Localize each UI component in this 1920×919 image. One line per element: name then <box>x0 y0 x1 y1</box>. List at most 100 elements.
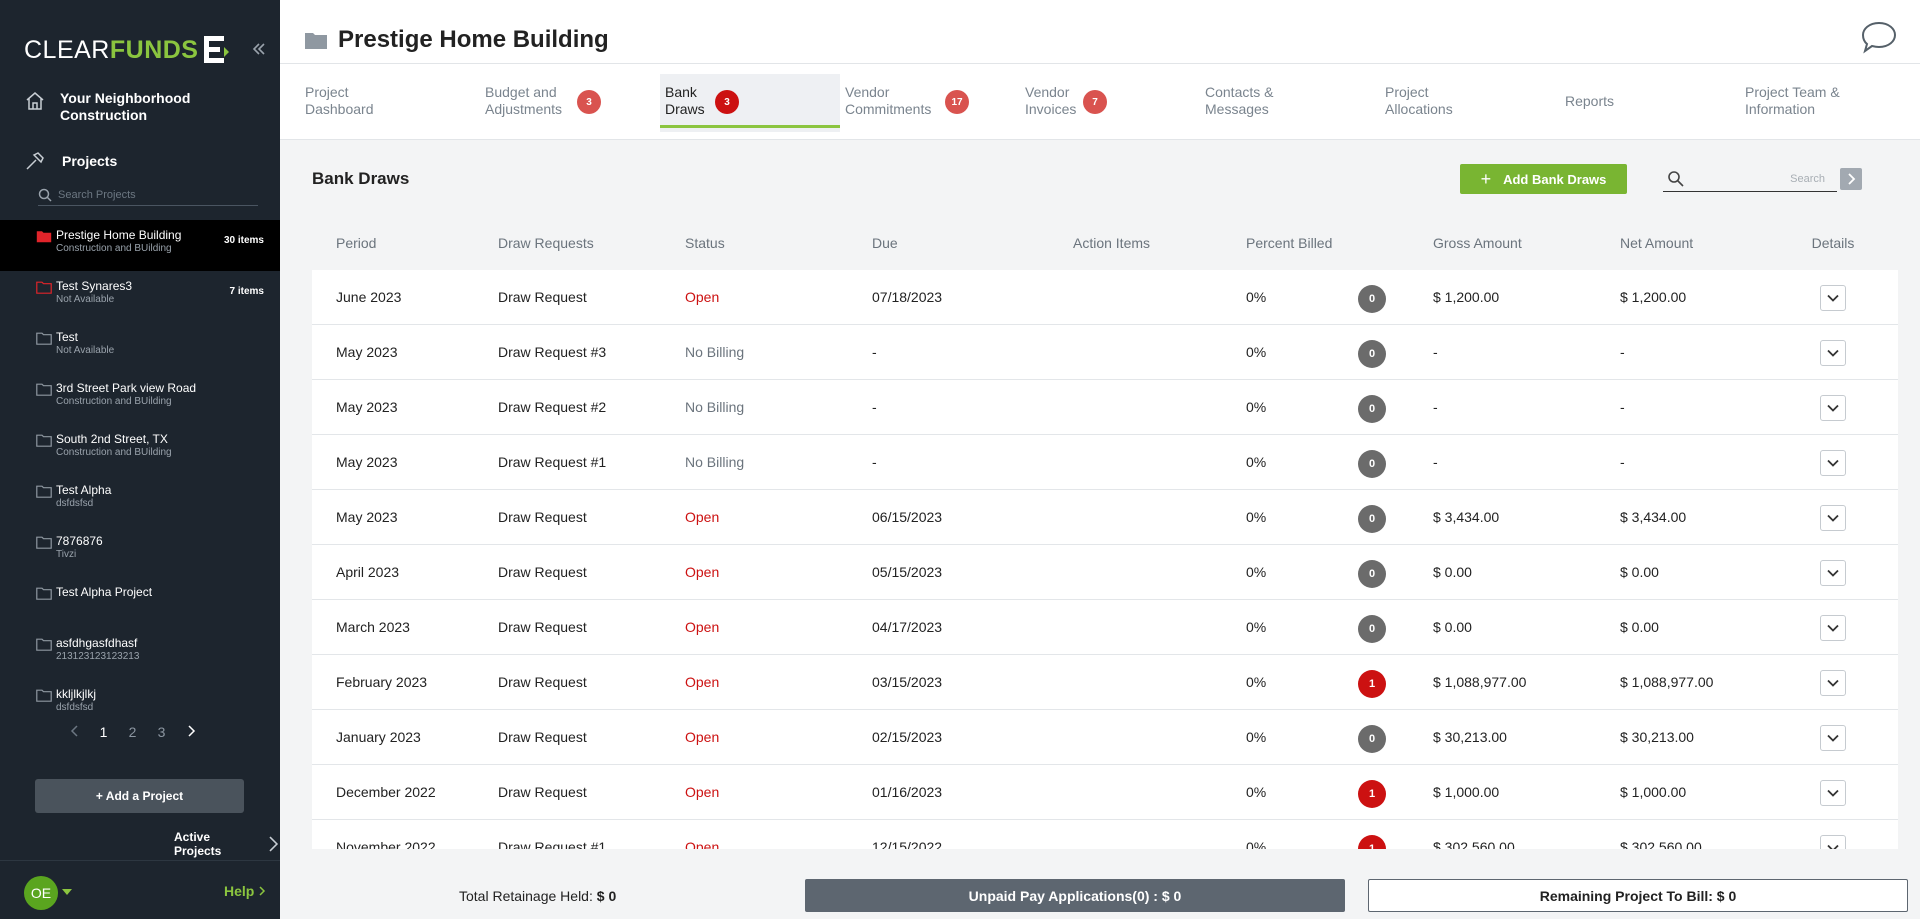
projects-label: Projects <box>62 153 118 169</box>
col-net-amount[interactable]: Net Amount <box>1620 235 1694 251</box>
chevron-down-icon <box>1827 844 1839 849</box>
tab-vendor-commitments[interactable]: Vendor Commitments 17 <box>845 84 1015 134</box>
project-list-item[interactable]: Prestige Home Building Construction and B… <box>0 220 280 271</box>
page-3[interactable]: 3 <box>157 724 166 740</box>
cell-due: 03/15/2023 <box>872 674 943 690</box>
details-toggle-button[interactable] <box>1820 615 1846 641</box>
user-menu-caret-icon[interactable] <box>62 889 72 895</box>
prev-page-icon[interactable] <box>60 724 89 740</box>
cell-draw-request[interactable]: Draw Request #3 <box>498 344 607 360</box>
col-action-items[interactable]: Action Items <box>1072 235 1151 251</box>
project-list-item[interactable]: South 2nd Street, TX Construction and BUi… <box>0 424 280 475</box>
table-row[interactable]: March 2023 Draw Request Open 04/17/2023 0 0% $… <box>312 600 1898 655</box>
search-submit-button[interactable] <box>1840 168 1862 190</box>
chat-icon[interactable] <box>1860 20 1898 54</box>
table-search-input[interactable] <box>1685 172 1825 185</box>
project-list-item[interactable]: Test Alpha dsfdsfsd <box>0 475 280 526</box>
project-list-item[interactable]: 3rd Street Park view Road Construction an… <box>0 373 280 424</box>
details-toggle-button[interactable] <box>1820 505 1846 531</box>
folder-icon <box>36 638 52 651</box>
cell-draw-request[interactable]: Draw Request <box>498 564 587 580</box>
action-items-count[interactable]: 0 <box>1358 285 1386 313</box>
cell-draw-request[interactable]: Draw Request <box>498 509 587 525</box>
cell-draw-request[interactable]: Draw Request <box>498 784 587 800</box>
clearfunds-logo[interactable]: CLEAR FUNDS <box>24 34 230 66</box>
cell-draw-request[interactable]: Draw Request <box>498 619 587 635</box>
table-row[interactable]: May 2023 Draw Request Open 06/15/2023 0 0% $ 3… <box>312 490 1898 545</box>
details-toggle-button[interactable] <box>1820 560 1846 586</box>
details-toggle-button[interactable] <box>1820 395 1846 421</box>
col-gross-amount[interactable]: Gross Amount <box>1433 235 1522 251</box>
col-period[interactable]: Period <box>336 235 377 251</box>
cell-draw-request[interactable]: Draw Request #2 <box>498 399 607 415</box>
tab-project-allocations[interactable]: Project Allocations <box>1385 84 1555 134</box>
details-toggle-button[interactable] <box>1820 450 1846 476</box>
active-projects-link[interactable]: Active Projects <box>174 830 280 858</box>
details-toggle-button[interactable] <box>1820 780 1846 806</box>
action-items-count[interactable]: 0 <box>1358 450 1386 478</box>
col-due[interactable]: Due <box>872 235 898 251</box>
tab-contacts-messages[interactable]: Contacts & Messages <box>1205 84 1375 134</box>
details-toggle-button[interactable] <box>1820 340 1846 366</box>
cell-draw-request[interactable]: Draw Request #1 <box>498 839 607 849</box>
col-percent-billed[interactable]: Percent Billed <box>1246 235 1333 251</box>
tab-reports[interactable]: Reports <box>1565 84 1735 134</box>
action-items-count[interactable]: 1 <box>1358 670 1386 698</box>
tab-budget-and-adjustments[interactable]: Budget and Adjustments 3 <box>485 84 655 134</box>
project-list-item[interactable]: Test Alpha Project <box>0 577 280 628</box>
tab-project-dashboard[interactable]: Project Dashboard <box>305 84 475 134</box>
page-1[interactable]: 1 <box>99 724 108 740</box>
cell-due: - <box>872 344 877 360</box>
cell-due: 04/17/2023 <box>872 619 943 635</box>
table-row[interactable]: November 2022 Draw Request #1 Open 12/15/20… <box>312 820 1898 849</box>
details-toggle-button[interactable] <box>1820 285 1846 311</box>
cell-draw-request[interactable]: Draw Request <box>498 674 587 690</box>
action-items-count[interactable]: 0 <box>1358 615 1386 643</box>
unpaid-pay-applications-button[interactable]: Unpaid Pay Applications(0) : $ 0 <box>805 879 1345 912</box>
project-name: 7876876 <box>56 534 103 548</box>
table-row[interactable]: June 2023 Draw Request Open 07/18/2023 0 0% $ … <box>312 270 1898 325</box>
col-draw-requests[interactable]: Draw Requests <box>498 235 594 251</box>
tab-vendor-invoices[interactable]: Vendor Invoices 7 <box>1025 84 1195 134</box>
user-avatar[interactable]: OE <box>24 876 58 910</box>
action-items-count[interactable]: 1 <box>1358 780 1386 808</box>
project-list-item[interactable]: 7876876 Tivzi <box>0 526 280 577</box>
project-list-item[interactable]: Test Synares3 Not Available 7 items <box>0 271 280 322</box>
project-list-item[interactable]: asfdhgasfdhasf 213123123123213 <box>0 628 280 679</box>
next-page-icon[interactable] <box>176 724 205 740</box>
help-link[interactable]: Help <box>224 883 267 899</box>
table-row[interactable]: May 2023 Draw Request #1 No Billing - 0 0% - - <box>312 435 1898 490</box>
col-status[interactable]: Status <box>685 235 725 251</box>
project-list-item[interactable]: Test Not Available <box>0 322 280 373</box>
table-row[interactable]: January 2023 Draw Request Open 02/15/2023 0 0… <box>312 710 1898 765</box>
company-link[interactable]: Your Neighborhood Construction <box>24 90 220 124</box>
tab-project-team-information[interactable]: Project Team & Information <box>1745 84 1915 134</box>
details-toggle-button[interactable] <box>1820 670 1846 696</box>
table-row[interactable]: May 2023 Draw Request #3 No Billing - 0 0% - - <box>312 325 1898 380</box>
add-bank-draws-button[interactable]: + Add Bank Draws <box>1460 164 1627 194</box>
action-items-count[interactable]: 0 <box>1358 340 1386 368</box>
details-toggle-button[interactable] <box>1820 725 1846 751</box>
project-search-input[interactable] <box>58 188 248 201</box>
action-items-count[interactable]: 0 <box>1358 395 1386 423</box>
projects-section[interactable]: Projects <box>24 150 117 172</box>
cell-draw-request[interactable]: Draw Request <box>498 289 587 305</box>
details-toggle-button[interactable] <box>1820 835 1846 849</box>
action-items-count[interactable]: 0 <box>1358 725 1386 753</box>
chevron-down-icon <box>1827 624 1839 632</box>
table-row[interactable]: May 2023 Draw Request #2 No Billing - 0 0% - - <box>312 380 1898 435</box>
cell-draw-request[interactable]: Draw Request <box>498 729 587 745</box>
action-items-count[interactable]: 0 <box>1358 560 1386 588</box>
remaining-to-bill-button[interactable]: Remaining Project To Bill: $ 0 <box>1368 879 1908 912</box>
table-row[interactable]: April 2023 Draw Request Open 05/15/2023 0 0% $… <box>312 545 1898 600</box>
tab-bank-draws[interactable]: Bank Draws 3 <box>660 74 840 132</box>
collapse-sidebar-icon[interactable] <box>250 40 268 58</box>
table-row[interactable]: February 2023 Draw Request Open 03/15/2023 1… <box>312 655 1898 710</box>
page-2[interactable]: 2 <box>128 724 137 740</box>
cell-draw-request[interactable]: Draw Request #1 <box>498 454 607 470</box>
add-project-button[interactable]: + Add a Project <box>35 779 244 813</box>
table-row[interactable]: December 2022 Draw Request Open 01/16/2023 1… <box>312 765 1898 820</box>
action-items-count[interactable]: 0 <box>1358 505 1386 533</box>
action-items-count[interactable]: 1 <box>1358 835 1386 849</box>
project-list-item[interactable]: kkljlkjlkj dsfdsfsd <box>0 679 280 730</box>
